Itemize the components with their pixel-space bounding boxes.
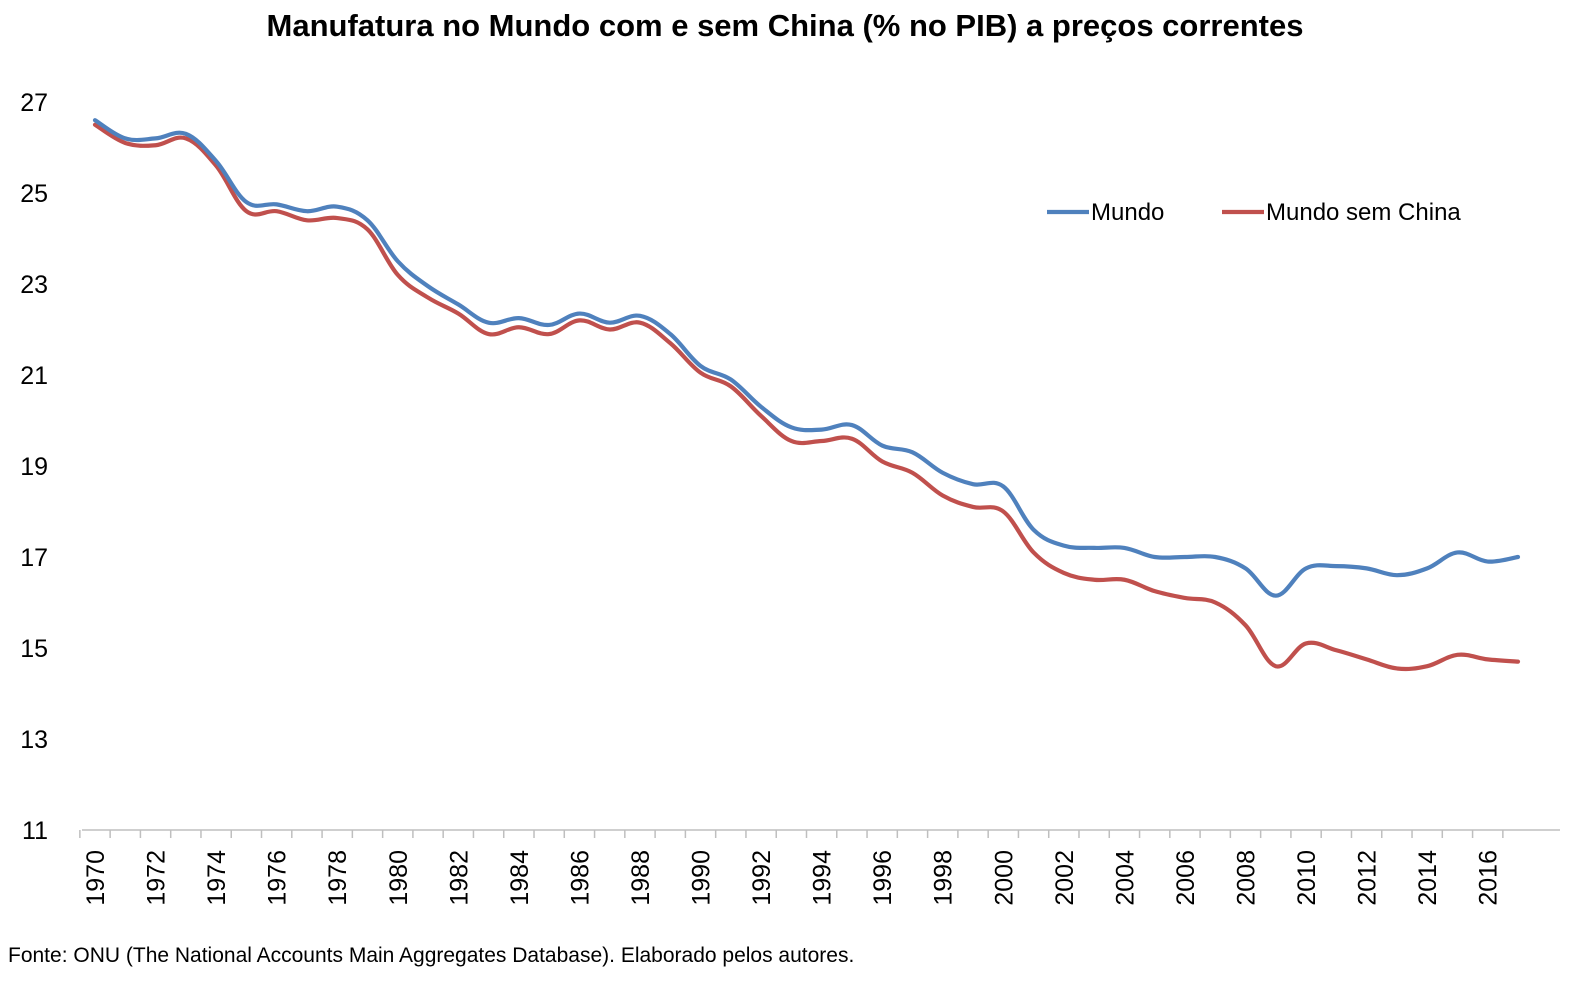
y-tick-label: 11 xyxy=(22,817,48,845)
x-tick-label: 2006 xyxy=(1172,850,1200,906)
x-tick-label: 1992 xyxy=(748,850,776,906)
x-tick-label: 1988 xyxy=(627,850,655,906)
x-tick-label: 2002 xyxy=(1051,850,1079,906)
legend: Mundo Mundo sem China xyxy=(1047,199,1461,226)
x-tick-label: 2000 xyxy=(990,850,1018,906)
x-tick-label: 2010 xyxy=(1293,850,1321,906)
legend-label: Mundo sem China xyxy=(1266,199,1461,226)
series-line-mundo xyxy=(92,118,1521,598)
legend-label: Mundo xyxy=(1091,199,1164,226)
x-tick-label: 1998 xyxy=(930,850,958,906)
source-note: Fonte: ONU (The National Accounts Main A… xyxy=(8,944,855,967)
y-tick-label: 17 xyxy=(20,544,48,572)
y-tick-label: 13 xyxy=(20,726,48,754)
y-tick-label: 15 xyxy=(20,635,48,663)
x-tick-label: 1984 xyxy=(506,850,534,906)
x-tick-label: 1978 xyxy=(324,850,352,906)
series-line-mundo-sem-china xyxy=(92,122,1521,672)
x-tick-label: 2014 xyxy=(1414,850,1442,906)
x-tick-label: 2016 xyxy=(1475,850,1503,906)
x-tick-label: 1990 xyxy=(688,850,716,906)
x-tick-label: 2012 xyxy=(1354,850,1382,906)
x-tick-label: 1982 xyxy=(445,850,473,906)
x-axis-ticks: 1970 1972 1974 1976 1978 1980 1982 1984 1986 1988… xyxy=(79,830,1504,906)
chart-title: Manufatura no Mundo com e sem China (% n… xyxy=(266,8,1304,43)
x-tick-label: 1976 xyxy=(264,850,292,906)
y-tick-label: 19 xyxy=(20,453,48,481)
x-tick-label: 2004 xyxy=(1111,850,1139,906)
y-tick-label: 25 xyxy=(20,180,48,208)
x-tick-label: 2008 xyxy=(1233,850,1261,906)
x-tick-label: 1972 xyxy=(143,850,171,906)
y-tick-label: 21 xyxy=(20,362,48,390)
x-tick-label: 1994 xyxy=(809,850,837,906)
x-tick-label: 1980 xyxy=(385,850,413,906)
x-tick-label: 1970 xyxy=(82,850,110,906)
y-tick-label: 23 xyxy=(20,271,48,299)
x-tick-label: 1974 xyxy=(203,850,231,906)
x-tick-label: 1996 xyxy=(869,850,897,906)
y-axis-ticks: 11 13 15 17 19 21 23 25 27 xyxy=(20,89,48,845)
series-lines xyxy=(92,118,1521,672)
x-tick-label: 1986 xyxy=(566,850,594,906)
y-tick-label: 27 xyxy=(20,89,48,117)
